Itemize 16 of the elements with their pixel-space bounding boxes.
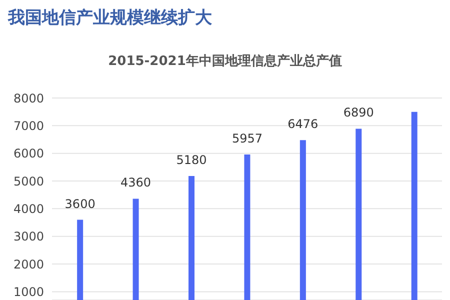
y-tick-label: 1000 <box>13 284 44 299</box>
data-label: 6476 <box>288 117 318 132</box>
data-label: 4360 <box>120 176 152 190</box>
y-tick-label: 7000 <box>13 118 44 133</box>
chart-title: 我国地信产业规模继续扩大 <box>8 7 212 29</box>
y-tick-label: 6000 <box>13 146 44 161</box>
data-label: 5180 <box>176 153 207 168</box>
y-tick-label: 5000 <box>13 174 44 188</box>
y-tick-label: 8000 <box>13 91 44 106</box>
data-label: 5957 <box>232 132 262 146</box>
y-tick-label: 3000 <box>13 230 44 244</box>
data-label: 3600 <box>64 196 96 211</box>
chart-subtitle: 2015-2021年中国地理信息产业总产值 <box>107 52 343 70</box>
y-tick-label: 4000 <box>13 202 44 216</box>
data-label: 6890 <box>343 106 374 120</box>
y-tick-label: 2000 <box>13 257 44 272</box>
